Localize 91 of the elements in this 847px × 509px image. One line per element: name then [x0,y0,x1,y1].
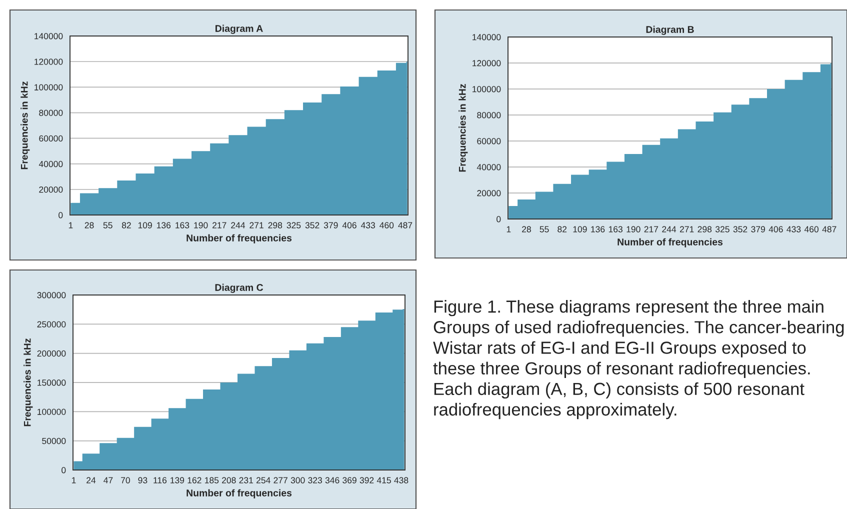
x-tick-label: 190 [626,226,640,232]
chart-title: Diagram B [646,26,694,35]
chart-title: Diagram C [215,284,264,293]
y-tick-label: 50000 [42,438,66,444]
y-tick-label: 250000 [37,321,66,328]
x-tick-label: 47 [104,477,113,484]
x-tick-label: 406 [342,222,356,228]
x-tick-label: 231 [239,477,253,484]
y-tick-label: 140000 [472,34,501,40]
x-tick-label: 323 [308,477,322,484]
x-tick-label: 1 [72,477,76,484]
x-tick-label: 244 [662,226,676,232]
x-axis-title: Number of frequencies [186,234,292,244]
x-tick-label: 217 [212,222,226,228]
x-tick-label: 136 [156,222,171,228]
y-tick-label: 60000 [477,138,501,144]
y-tick-label: 100000 [472,86,501,92]
x-tick-label: 352 [733,226,748,232]
caption: Figure 1. These diagrams represent the three main Groups of used radiofrequencies. The cancer-bearing Wistar rats of EG-I and EG-II Groups exposed to these three Groups of resonant radiofrequencies. Each diagram (A, B, C) consists of 500 resonant radiofrequencies approximately. [433,300,844,420]
x-tick-label: 325 [286,222,301,228]
y-tick-label: 120000 [472,60,501,66]
y-tick-label: 0 [62,467,66,474]
y-tick-label: 80000 [39,110,63,116]
x-tick-label: 82 [122,222,131,228]
x-tick-label: 28 [84,222,94,228]
x-tick-label: 24 [86,477,96,484]
x-axis-title: Number of frequencies [618,238,723,248]
x-tick-label: 162 [188,477,202,484]
x-tick-label: 352 [305,222,320,228]
x-tick-label: 433 [786,226,801,232]
y-tick-label: 60000 [39,135,63,142]
x-tick-label: 460 [804,226,818,232]
x-tick-label: 325 [715,226,730,232]
y-tick-label: 300000 [37,292,66,298]
x-tick-label: 433 [360,222,375,228]
x-tick-label: 93 [138,477,148,484]
x-tick-label: 109 [573,226,587,232]
y-tick-label: 40000 [476,164,501,170]
x-tick-label: 406 [768,226,783,232]
x-tick-label: 300 [290,477,305,484]
x-tick-label: 298 [268,222,282,228]
x-tick-label: 1 [506,226,511,232]
x-tick-label: 70 [121,477,130,484]
x-tick-label: 82 [558,226,567,232]
x-tick-label: 139 [170,477,184,484]
x-tick-label: 438 [394,477,408,484]
y-tick-label: 0 [496,216,501,222]
x-tick-label: 109 [138,222,152,228]
y-tick-label: 140000 [34,33,63,40]
x-tick-label: 55 [540,226,549,232]
chart-title: Diagram A [216,24,263,34]
y-tick-label: 100000 [38,408,66,415]
x-tick-label: 487 [822,226,836,232]
x-tick-label: 346 [325,477,340,484]
x-tick-label: 208 [222,477,236,484]
x-tick-label: 487 [398,222,412,228]
x-tick-label: 277 [274,477,288,484]
x-tick-label: 379 [751,226,765,232]
y-axis-title: Frequencies in kHz [20,82,30,170]
x-tick-label: 28 [522,226,531,232]
x-tick-label: 379 [324,222,338,228]
x-tick-label: 1 [68,222,73,228]
y-tick-label: 150000 [38,380,66,386]
y-tick-label: 0 [58,212,63,218]
x-tick-label: 163 [176,222,190,228]
y-tick-label: 20000 [39,186,63,193]
y-tick-label: 40000 [38,160,63,168]
x-tick-label: 298 [698,226,712,232]
x-tick-label: 217 [644,226,658,232]
x-tick-label: 190 [194,222,208,228]
x-tick-label: 369 [342,477,356,484]
x-tick-label: 415 [376,477,391,484]
x-tick-label: 244 [231,222,246,228]
x-tick-label: 116 [154,477,167,484]
y-tick-label: 20000 [477,190,501,196]
y-axis-title: Frequencies in kHz [458,84,468,172]
y-tick-label: 100000 [34,84,63,90]
y-tick-label: 200000 [37,350,66,357]
x-tick-label: 271 [250,222,264,228]
x-tick-label: 136 [591,226,605,232]
x-tick-label: 254 [256,477,270,484]
x-tick-label: 185 [205,477,219,484]
x-tick-label: 392 [360,477,374,484]
y-tick-label: 80000 [477,112,501,118]
y-tick-label: 120000 [34,58,63,65]
x-tick-label: 163 [608,226,622,232]
x-tick-label: 271 [680,226,694,232]
y-axis-title: Frequencies in kHz [24,338,33,426]
x-tick-label: 55 [103,222,112,228]
x-axis-title: Number of frequencies [186,489,292,498]
x-tick-label: 460 [380,222,394,228]
